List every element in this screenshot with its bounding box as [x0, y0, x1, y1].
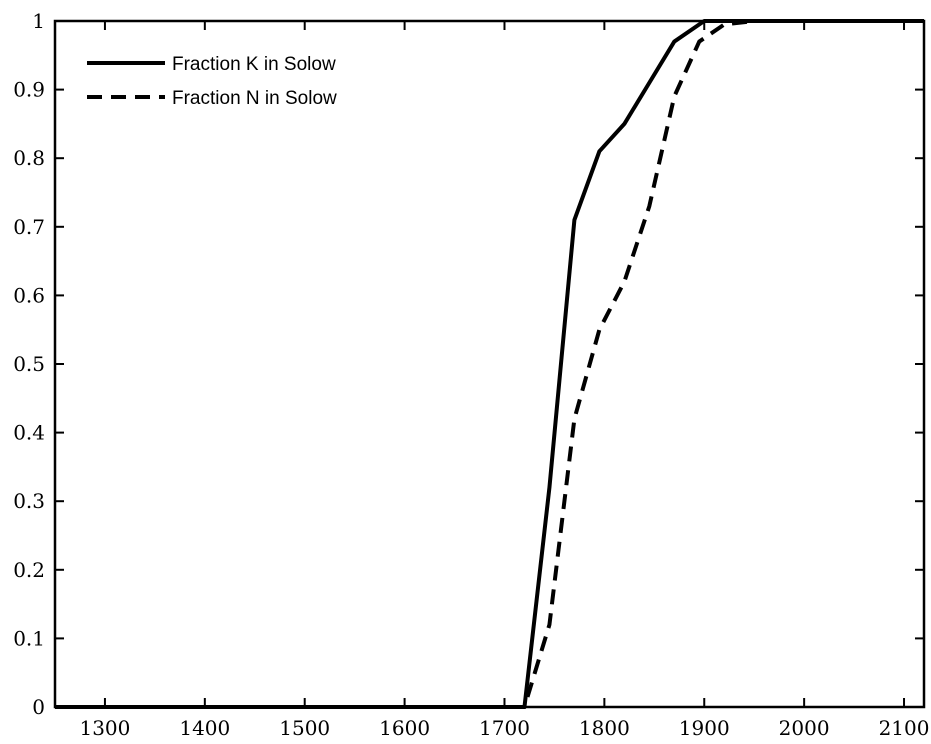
y-tick-label: 0.5 — [13, 352, 45, 376]
y-tick-label: 0.3 — [13, 489, 45, 513]
x-tick-label: 1900 — [679, 716, 730, 740]
x-tick-label: 1600 — [379, 716, 430, 740]
y-tick-label: 1 — [32, 9, 45, 33]
y-tick-label: 0.2 — [13, 558, 45, 582]
x-tick-label: 1500 — [279, 716, 330, 740]
x-tick-label: 1400 — [179, 716, 230, 740]
series-line-fraction-n — [55, 19, 924, 709]
axes-layer: 1300 1400 1500 1600 1700 1800 1900 2000 2100 0 0.1… — [13, 9, 929, 740]
y-tick-label: 0.4 — [13, 421, 45, 445]
y-tick-label: 0 — [32, 695, 45, 719]
legend: Fraction K in Solow Fraction N in Solow — [87, 54, 337, 109]
y-tick-label: 0.6 — [13, 283, 45, 307]
x-tick-label: 1300 — [79, 716, 130, 740]
legend-entry-n: Fraction N in Solow — [172, 88, 337, 109]
x-tick-label: 2000 — [779, 716, 830, 740]
y-tick-label: 0.1 — [13, 626, 45, 650]
y-tick-label: 0.9 — [13, 78, 45, 102]
x-tick-label: 1800 — [579, 716, 630, 740]
plot-background — [55, 21, 924, 707]
x-tick-label: 2100 — [879, 716, 930, 740]
plot-frame — [53, 19, 926, 709]
x-tick-label: 1700 — [479, 716, 530, 740]
y-tick-label: 0.7 — [13, 215, 45, 239]
legend-entry-k: Fraction K in Solow — [172, 54, 336, 75]
y-tick-label: 0.8 — [13, 146, 45, 170]
